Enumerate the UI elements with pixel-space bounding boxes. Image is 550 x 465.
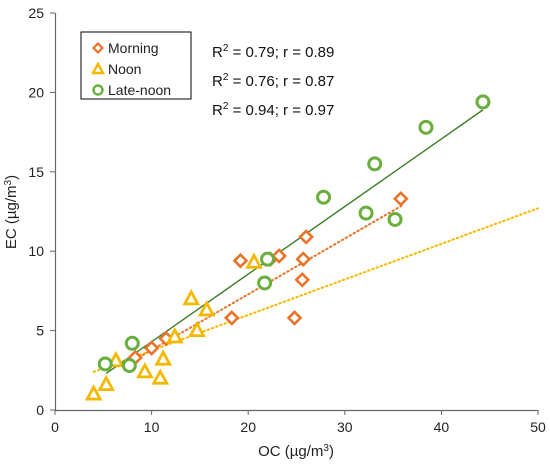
- ticks-group: 0 10 20 30 40 50 0 5 10 15 20 25: [28, 5, 546, 435]
- noon-point: [245, 252, 263, 269]
- x-axis-title: OC (µg/m3): [258, 443, 334, 460]
- y-axis-title: EC (µg/m3): [3, 175, 20, 249]
- stat-annotation-noon: R2 = 0.76; r = 0.87: [212, 72, 334, 90]
- late-noon-point: [257, 275, 273, 291]
- noon-point: [197, 300, 216, 317]
- late-noon-point: [97, 356, 113, 372]
- legend-marker-noon: [90, 61, 106, 75]
- legend-marker-morning: [91, 41, 105, 55]
- late-noon-point: [418, 119, 434, 135]
- plot-area-group: [54, 13, 538, 412]
- morning-point: [223, 310, 240, 326]
- noon-point: [84, 384, 103, 401]
- legend-label-morning: Morning: [108, 40, 159, 56]
- x-tick-label: 30: [337, 419, 353, 435]
- x-tick-label: 0: [51, 419, 59, 435]
- trendline-late-noon: [105, 109, 484, 375]
- stat-annotation-morning: R2 = 0.79; r = 0.89: [212, 43, 334, 61]
- y-tick-label: 15: [28, 164, 44, 180]
- y-tick-label: 25: [28, 5, 44, 21]
- morning-point: [295, 251, 312, 267]
- morning-point: [271, 248, 287, 264]
- late-noon-point: [121, 358, 137, 374]
- legend-label-noon: Noon: [108, 61, 141, 77]
- late-noon-point: [367, 156, 383, 172]
- noon-point: [182, 288, 201, 306]
- legend-label-late-noon: Late-noon: [108, 82, 171, 98]
- x-tick-label: 20: [240, 419, 256, 435]
- morning-point: [232, 252, 249, 269]
- late-noon-point: [316, 189, 332, 205]
- trendline-noon: [92, 207, 539, 373]
- noon-point: [151, 368, 170, 385]
- trendlines-group: [92, 109, 539, 375]
- noon-point: [165, 327, 184, 344]
- y-tick-label: 20: [28, 84, 44, 100]
- late-noon-point: [358, 205, 374, 221]
- y-tick-label: 5: [36, 323, 44, 339]
- noon-point: [97, 374, 116, 391]
- morning-point: [392, 190, 409, 207]
- morning-point: [294, 271, 311, 288]
- legend-items: Morning Noon Late-noon: [90, 40, 171, 98]
- points-group: [84, 94, 491, 401]
- morning-point: [143, 340, 160, 356]
- x-tick-label: 40: [434, 419, 450, 435]
- noon-point: [135, 361, 154, 379]
- stat-annotation-late-noon: R2 = 0.94; r = 0.97: [212, 101, 334, 119]
- late-noon-point: [387, 211, 403, 227]
- noon-point: [154, 349, 173, 366]
- y-tick-label: 10: [28, 243, 44, 259]
- y-tick-label: 0: [36, 402, 44, 418]
- legend: Morning Noon Late-noon: [80, 31, 192, 100]
- morning-point: [298, 229, 314, 245]
- x-tick-label: 10: [144, 419, 160, 435]
- stats-group: R2 = 0.79; r = 0.89 R2 = 0.76; r = 0.87 R2…: [212, 43, 334, 119]
- late-noon-point: [124, 335, 140, 351]
- x-tick-label: 50: [530, 419, 546, 435]
- late-noon-point: [260, 251, 276, 267]
- legend-marker-late-noon: [92, 84, 104, 96]
- morning-point: [286, 310, 303, 326]
- noon-point: [188, 320, 206, 338]
- late-noon-point: [475, 94, 491, 110]
